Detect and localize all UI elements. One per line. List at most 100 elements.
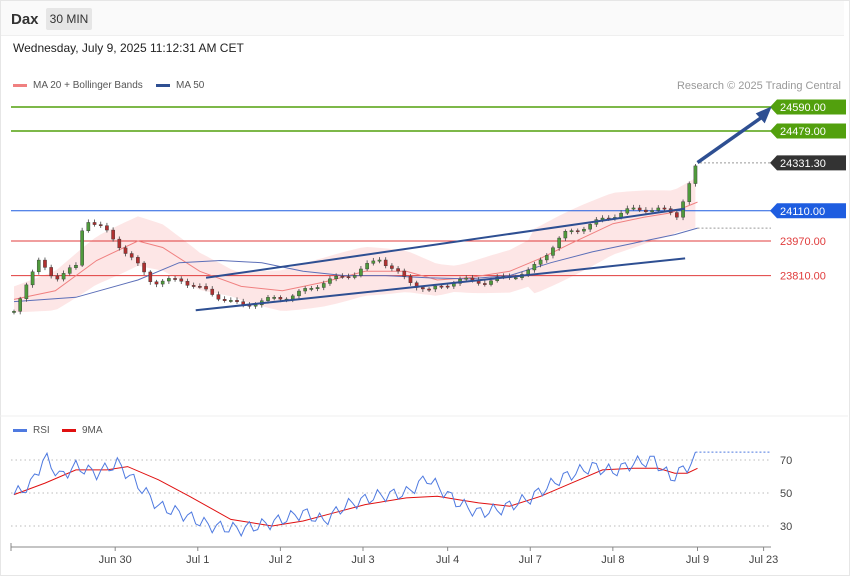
level-label: 24590.00 bbox=[780, 102, 826, 114]
candle-body bbox=[445, 285, 450, 288]
rsi-tick-label: 50 bbox=[780, 488, 792, 500]
candle-body bbox=[365, 263, 369, 270]
candle-body bbox=[544, 255, 549, 261]
candle-body bbox=[309, 288, 314, 290]
candle-body bbox=[439, 285, 444, 288]
candle-body bbox=[421, 287, 425, 290]
candle-body bbox=[464, 277, 469, 280]
trendline-upper bbox=[205, 207, 686, 279]
candles bbox=[12, 163, 698, 315]
candle-body bbox=[36, 259, 41, 273]
legend-label: RSI bbox=[33, 425, 50, 436]
timeframe-badge[interactable]: 30 MIN bbox=[46, 8, 92, 30]
level-label: 23970.00 bbox=[780, 236, 826, 248]
rsi-line bbox=[13, 451, 696, 538]
candle-body bbox=[637, 207, 642, 211]
candle-body bbox=[222, 299, 227, 301]
candle-body bbox=[575, 230, 580, 233]
candle-body bbox=[98, 224, 103, 226]
level-tag-24479.00 bbox=[770, 123, 846, 139]
candle-body bbox=[148, 271, 153, 282]
candle-body bbox=[92, 222, 97, 225]
candle-body bbox=[377, 259, 382, 262]
symbol-label: Dax bbox=[11, 11, 39, 28]
candle-body bbox=[216, 294, 221, 300]
candle-body bbox=[371, 260, 376, 264]
rsi-tick-label: 70 bbox=[780, 455, 792, 467]
candle-body bbox=[693, 165, 698, 184]
time-tick-label: Jul 23 bbox=[749, 554, 778, 566]
candle-body bbox=[427, 288, 431, 291]
candle-body bbox=[136, 257, 140, 264]
candle-body bbox=[55, 275, 60, 280]
projection-arrow-head bbox=[755, 106, 772, 124]
trendline-lower bbox=[195, 257, 686, 312]
time-tick-label: Jul 2 bbox=[269, 554, 292, 566]
candle-body bbox=[433, 285, 438, 290]
time-tick-label: Jul 1 bbox=[186, 554, 209, 566]
candle-body bbox=[359, 268, 363, 276]
legend-item-ma20: MA 20 + Bollinger Bands bbox=[13, 80, 143, 91]
candle-body bbox=[123, 247, 128, 254]
candle-body bbox=[117, 238, 122, 249]
candle-body bbox=[105, 225, 109, 231]
level-label: 24331.30 bbox=[780, 158, 826, 170]
candle-body bbox=[340, 275, 345, 278]
candle-body bbox=[656, 207, 661, 211]
rsi-ma-line bbox=[13, 466, 698, 527]
level-label: 24110.00 bbox=[780, 206, 825, 218]
time-tick-label: Jun 30 bbox=[99, 554, 132, 566]
legend-item-ma50: MA 50 bbox=[156, 80, 204, 91]
timestamp: Wednesday, July 9, 2025 11:12:31 AM CET bbox=[13, 41, 244, 55]
candle-body bbox=[346, 276, 351, 279]
top-bar: Dax 30 MIN bbox=[1, 1, 844, 36]
candle-body bbox=[18, 298, 22, 312]
candle-body bbox=[321, 283, 326, 288]
ma50-line bbox=[13, 227, 698, 303]
candle-body bbox=[538, 259, 543, 265]
candle-body bbox=[662, 207, 667, 210]
legend-label: 9MA bbox=[82, 425, 103, 436]
candle-body bbox=[532, 264, 537, 271]
candle-body bbox=[191, 285, 196, 287]
ma20-swatch bbox=[13, 84, 27, 87]
candle-body bbox=[266, 297, 270, 301]
candle-body bbox=[173, 278, 177, 280]
candle-body bbox=[12, 311, 16, 313]
time-tick-label: Jul 8 bbox=[601, 554, 624, 566]
candle-body bbox=[235, 300, 239, 302]
legend-label: MA 20 + Bollinger Bands bbox=[33, 80, 143, 91]
credit-text: Research © 2025 Trading Central bbox=[676, 80, 841, 92]
candle-body bbox=[80, 230, 84, 266]
candle-body bbox=[582, 228, 586, 232]
candle-body bbox=[142, 262, 146, 273]
level-tag-24331.30 bbox=[770, 155, 846, 171]
ma50-swatch bbox=[156, 84, 170, 87]
candle-body bbox=[272, 297, 276, 299]
candle-body bbox=[526, 269, 530, 275]
candle-body bbox=[290, 295, 295, 300]
candle-body bbox=[297, 290, 301, 297]
candle-body bbox=[167, 278, 171, 282]
candle-body bbox=[483, 283, 487, 285]
candle-body bbox=[383, 259, 388, 267]
candle-body bbox=[185, 281, 190, 286]
time-tick-label: Jul 7 bbox=[519, 554, 542, 566]
candle-body bbox=[61, 273, 66, 280]
candle-body bbox=[563, 230, 568, 239]
candle-body bbox=[204, 286, 208, 290]
candle-body bbox=[650, 210, 654, 213]
candle-body bbox=[303, 288, 307, 292]
candle-body bbox=[328, 278, 332, 284]
candle-body bbox=[129, 253, 134, 258]
candle-body bbox=[111, 229, 115, 240]
time-tick-label: Jul 4 bbox=[436, 554, 459, 566]
level-label: 23810.00 bbox=[780, 271, 826, 283]
candle-body bbox=[198, 286, 202, 288]
legend-item-rsi: RSI bbox=[13, 425, 50, 436]
candle-body bbox=[67, 267, 72, 274]
candle-body bbox=[569, 230, 574, 233]
candle-body bbox=[551, 247, 555, 256]
candle-body bbox=[675, 212, 679, 218]
